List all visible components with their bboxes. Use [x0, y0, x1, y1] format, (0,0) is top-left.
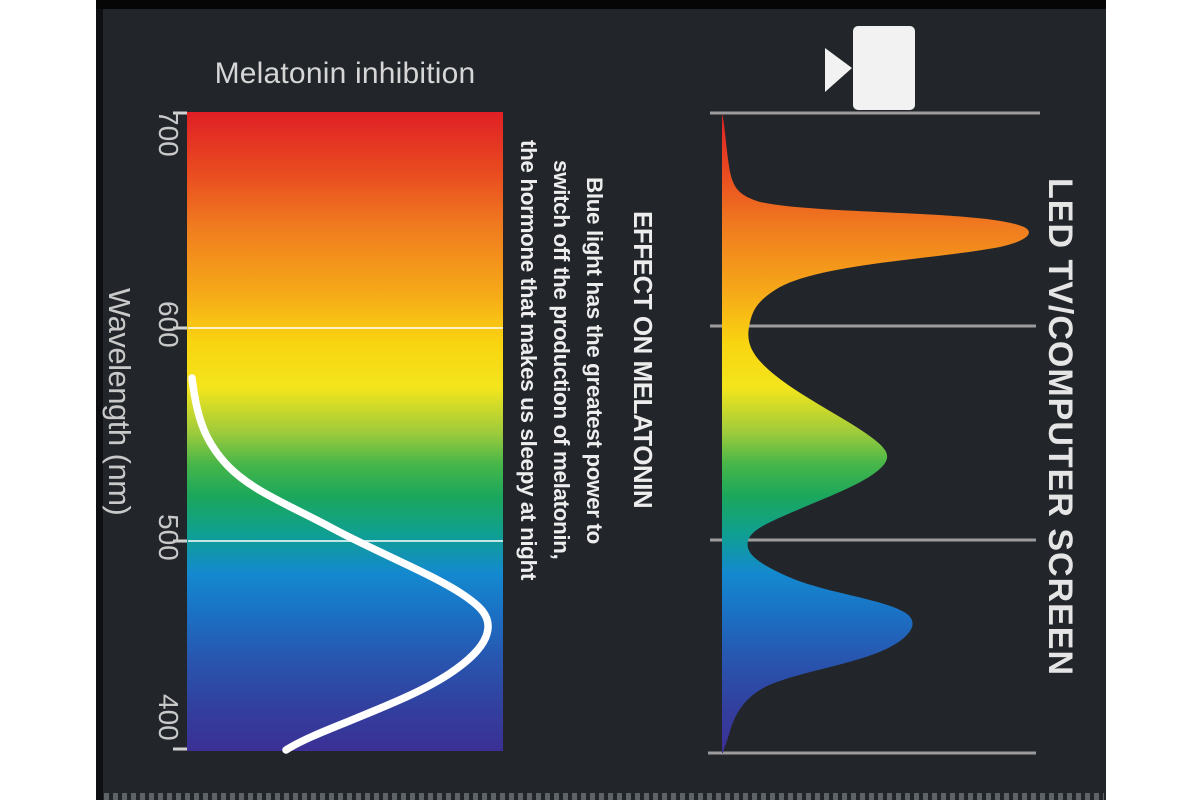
tick-700: 700 — [153, 110, 184, 157]
cutoff-text-strip — [104, 793, 1104, 800]
video-camera-icon — [825, 26, 915, 110]
annotation-block: EFFECT ON MELATONIN Blue light has the g… — [505, 88, 663, 632]
annotation-line-3: the hormone that makes us sleepy at nigh… — [516, 140, 541, 580]
annotation-line-2: switch off the production of melatonin, — [549, 160, 574, 560]
panel-top-bar — [96, 0, 1106, 9]
annotation-line-1: Blue light has the greatest power to — [582, 176, 607, 544]
axis-ticks — [173, 111, 187, 751]
tick-500: 500 — [153, 514, 184, 561]
tick-600: 600 — [153, 301, 184, 348]
melatonin-inhibition-curve — [188, 374, 492, 754]
right-chart-gridlines — [708, 111, 1040, 755]
wavelength-axis-label: Wavelength (nm) — [102, 288, 137, 516]
panel-left-edge — [96, 0, 103, 800]
left-chart-title: Melatonin inhibition — [214, 57, 476, 90]
tick-400: 400 — [153, 694, 184, 741]
visible-spectrum-gradient — [187, 112, 503, 751]
annotation-heading: EFFECT ON MELATONIN — [628, 211, 658, 509]
right-chart-title: LED TV/COMPUTER SCREEN — [1041, 178, 1079, 677]
led-emission-spectrum — [722, 113, 1029, 753]
